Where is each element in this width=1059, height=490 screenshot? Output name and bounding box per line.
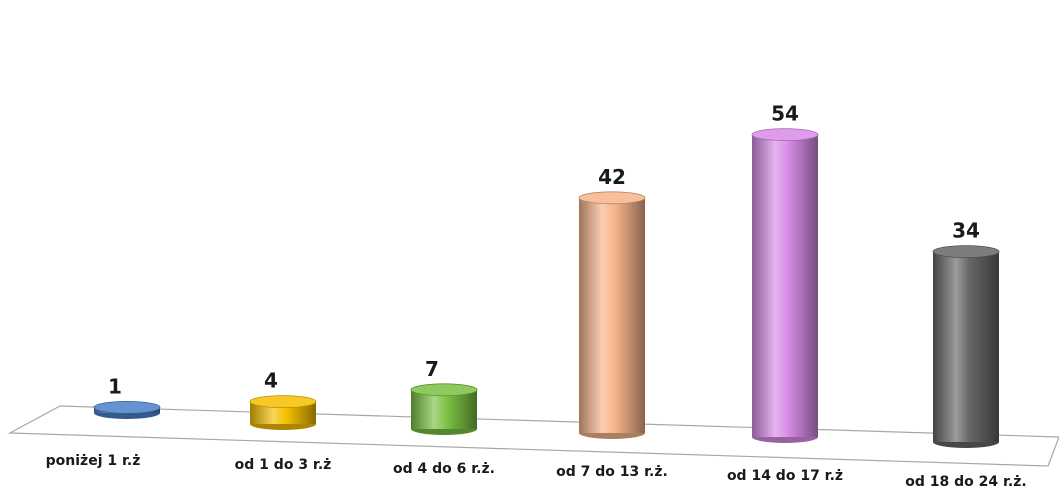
bar-od-4-do-6-r (410, 383, 478, 435)
bar-od-1-do-3-r (249, 395, 317, 430)
data-labels: 1 4 7 42 54 34 (108, 102, 980, 399)
bar-body (752, 134, 818, 437)
data-label-od-4-do-6-r: 7 (425, 357, 439, 381)
bar-body (579, 197, 645, 433)
category-label-od-4-do-6-r: od 4 do 6 r.ż. (393, 461, 495, 477)
bar-od-18-do-24-r (932, 245, 1000, 448)
data-label-od-7-do-13-r: 42 (598, 165, 626, 189)
category-label-od-18-do-24-r: od 18 do 24 r.ż. (905, 474, 1026, 490)
bar-body (933, 251, 999, 442)
bar-top (410, 383, 478, 397)
bar-top (249, 395, 317, 409)
bar-series (93, 128, 1000, 448)
chart-floor (7, 405, 1059, 467)
bar-top (932, 245, 1000, 259)
bar-od-7-do-13-r (578, 191, 646, 439)
data-label-od-1-do-3-r: 4 (264, 369, 278, 393)
category-label-od-1-do-3-r: od 1 do 3 r.ż (235, 457, 332, 473)
data-label-od-14-do-17-r: 54 (771, 102, 799, 126)
data-label-od-18-do-24-r: 34 (952, 219, 980, 243)
bar-od-14-do-17-r (751, 128, 819, 443)
category-axis-labels: poniżej 1 r.ż od 1 do 3 r.ż od 4 do 6 r.ż.… (46, 453, 1027, 490)
category-label-od-14-do-17-r: od 14 do 17 r.ż (727, 468, 843, 484)
category-label-poni-ej-1-r: poniżej 1 r.ż (46, 453, 141, 469)
bar-top (578, 191, 646, 205)
category-label-od-7-do-13-r: od 7 do 13 r.ż. (556, 464, 668, 480)
bar-poni-ej-1-r (93, 400, 161, 419)
bar-body (411, 389, 477, 429)
data-label-poni-ej-1-r: 1 (108, 374, 122, 398)
bar-top (751, 128, 819, 142)
bar-top (93, 400, 161, 414)
